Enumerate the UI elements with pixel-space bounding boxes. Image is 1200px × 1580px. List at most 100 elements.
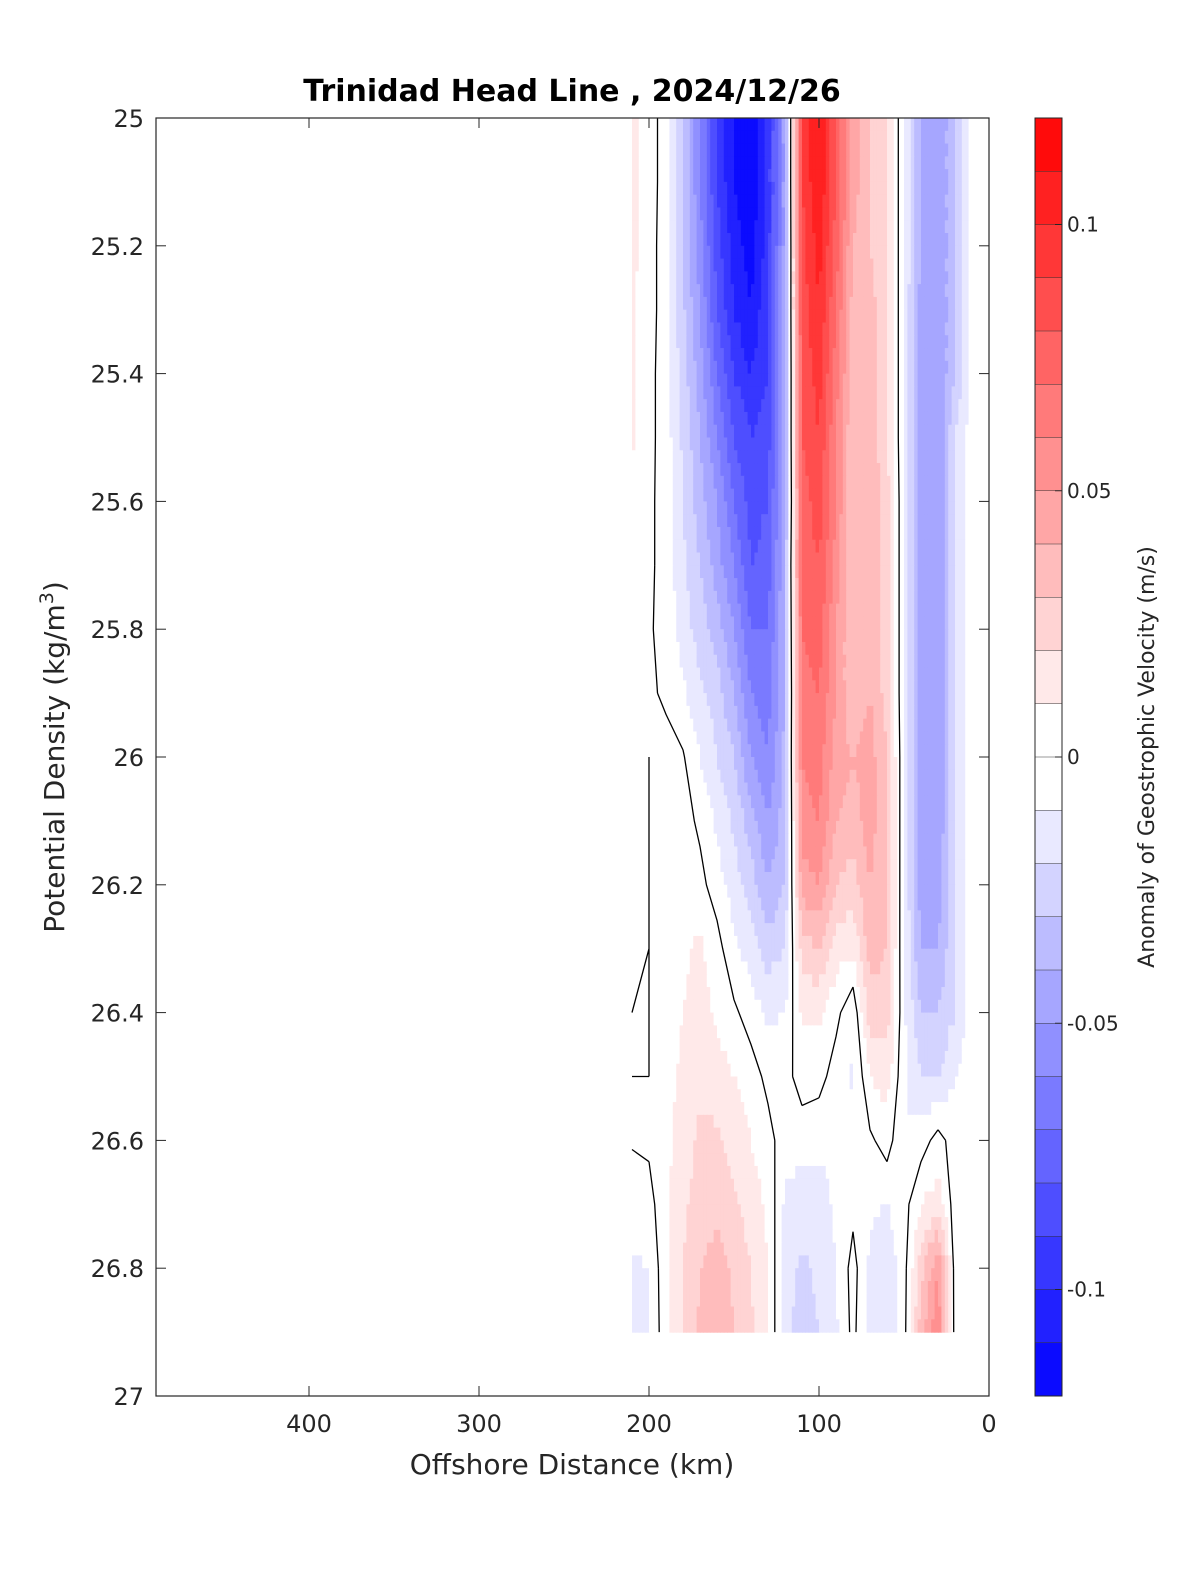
heatmap-cell bbox=[635, 271, 640, 285]
heatmap-cell bbox=[645, 348, 650, 362]
heatmap-cell bbox=[846, 335, 851, 349]
heatmap-cell bbox=[870, 322, 874, 336]
heatmap-cell bbox=[638, 271, 643, 285]
heatmap-cell bbox=[632, 130, 636, 145]
heatmap-cell bbox=[740, 296, 745, 311]
heatmap-cell bbox=[965, 233, 970, 247]
heatmap-cell bbox=[693, 220, 698, 234]
heatmap-cell bbox=[917, 143, 922, 157]
heatmap-cell bbox=[771, 348, 776, 362]
heatmap-cell bbox=[842, 118, 847, 132]
heatmap-cell bbox=[713, 386, 718, 400]
heatmap-cell bbox=[948, 181, 953, 196]
heatmap-cell bbox=[805, 322, 810, 336]
heatmap-cell bbox=[863, 130, 868, 145]
heatmap-cell bbox=[781, 309, 786, 324]
heatmap-cell bbox=[955, 207, 959, 221]
heatmap-cell bbox=[768, 233, 772, 247]
heatmap-cell bbox=[968, 424, 973, 439]
heatmap-cell bbox=[819, 360, 823, 375]
heatmap-cell bbox=[662, 322, 667, 336]
heatmap-cell bbox=[747, 118, 752, 132]
heatmap-cell bbox=[754, 386, 759, 400]
heatmap-cell bbox=[730, 207, 735, 221]
heatmap-cell bbox=[965, 143, 970, 157]
heatmap-cell bbox=[693, 399, 698, 413]
heatmap-cell bbox=[642, 348, 647, 362]
heatmap-cell bbox=[819, 220, 823, 234]
heatmap-cell bbox=[965, 322, 970, 336]
heatmap-cell bbox=[764, 169, 769, 183]
heatmap-cell bbox=[951, 284, 956, 298]
heatmap-cell bbox=[968, 488, 973, 502]
heatmap-cell bbox=[931, 296, 936, 311]
heatmap-cell bbox=[910, 207, 915, 221]
heatmap-cell bbox=[880, 335, 885, 349]
heatmap-cell bbox=[635, 169, 640, 183]
heatmap-cell bbox=[951, 181, 956, 196]
heatmap-cell bbox=[893, 335, 898, 349]
heatmap-cell bbox=[740, 322, 745, 336]
heatmap-cell bbox=[689, 181, 694, 196]
heatmap-cell bbox=[683, 245, 687, 260]
heatmap-cell bbox=[706, 322, 711, 336]
heatmap-cell bbox=[717, 424, 721, 439]
heatmap-cell bbox=[669, 411, 674, 426]
heatmap-cell bbox=[805, 233, 810, 247]
heatmap-cell bbox=[938, 118, 942, 132]
heatmap-cell bbox=[730, 411, 735, 426]
heatmap-cell bbox=[737, 373, 742, 387]
heatmap-cell bbox=[771, 181, 776, 196]
heatmap-cell bbox=[771, 373, 776, 387]
heatmap-cell bbox=[914, 181, 919, 196]
heatmap-cell bbox=[863, 233, 868, 247]
heatmap-cell bbox=[961, 258, 966, 272]
heatmap-cell bbox=[679, 143, 684, 157]
heatmap-cell bbox=[876, 296, 881, 311]
heatmap-cell bbox=[689, 258, 694, 272]
heatmap-cell bbox=[734, 399, 738, 413]
heatmap-cell bbox=[798, 399, 803, 413]
heatmap-cell bbox=[897, 284, 902, 298]
heatmap-cell bbox=[842, 296, 847, 311]
heatmap-cell bbox=[747, 220, 752, 234]
heatmap-cell bbox=[734, 118, 738, 132]
heatmap-cell bbox=[645, 411, 650, 426]
heatmap-cell bbox=[693, 360, 698, 375]
heatmap-cell bbox=[683, 360, 687, 375]
heatmap-cell bbox=[880, 181, 885, 196]
heatmap-cell bbox=[900, 220, 905, 234]
heatmap-cell bbox=[856, 360, 861, 375]
heatmap-cell bbox=[744, 373, 749, 387]
heatmap-cell bbox=[638, 220, 643, 234]
heatmap-cell bbox=[781, 143, 786, 157]
heatmap-cell bbox=[887, 271, 891, 285]
heatmap-cell bbox=[951, 245, 956, 260]
heatmap-cell bbox=[897, 118, 902, 132]
heatmap-cell bbox=[863, 322, 868, 336]
heatmap-cell bbox=[747, 143, 752, 157]
heatmap-cell bbox=[710, 424, 715, 439]
heatmap-cell bbox=[730, 130, 735, 145]
heatmap-cell bbox=[948, 258, 953, 272]
heatmap-cell bbox=[764, 373, 769, 387]
heatmap-cell bbox=[764, 335, 769, 349]
heatmap-cell bbox=[659, 296, 664, 311]
heatmap-cell bbox=[649, 271, 653, 285]
heatmap-cell bbox=[751, 220, 755, 234]
heatmap-cell bbox=[907, 296, 912, 311]
heatmap-cell bbox=[652, 245, 657, 260]
heatmap-cell bbox=[876, 143, 881, 157]
heatmap-cell bbox=[747, 335, 752, 349]
heatmap-cell bbox=[700, 411, 704, 426]
heatmap-cell bbox=[717, 271, 721, 285]
heatmap-cell bbox=[873, 322, 878, 336]
heatmap-cell bbox=[931, 233, 936, 247]
heatmap-cell bbox=[815, 373, 820, 387]
heatmap-cell bbox=[659, 335, 664, 349]
heatmap-cell bbox=[761, 181, 766, 196]
heatmap-cell bbox=[669, 156, 674, 170]
heatmap-cell bbox=[713, 233, 718, 247]
heatmap-cell bbox=[802, 156, 806, 170]
heatmap-cell bbox=[921, 271, 925, 285]
